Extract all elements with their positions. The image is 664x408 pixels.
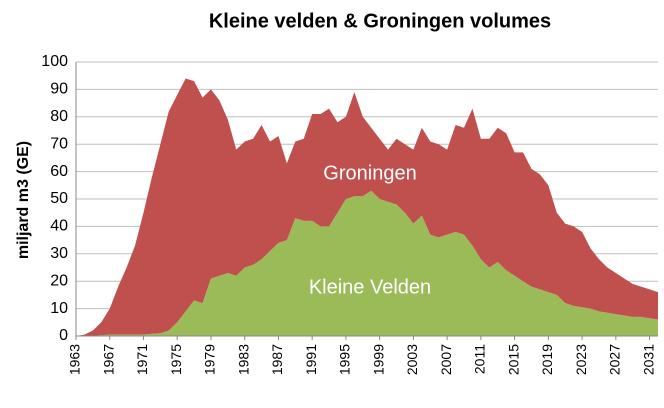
x-tick-label: 1963 xyxy=(67,344,83,375)
x-tick-label: 2011 xyxy=(472,344,488,374)
x-tick-label: 2019 xyxy=(539,344,555,375)
x-tick-label: 2015 xyxy=(505,344,521,375)
y-tick-label: 50 xyxy=(50,190,68,207)
y-tick-label: 70 xyxy=(50,135,68,152)
y-axis-label: miljard m3 (GE) xyxy=(15,141,32,259)
x-tick-label: 2027 xyxy=(607,344,623,375)
x-tick-label: 1971 xyxy=(134,344,150,375)
x-tick-label: 1975 xyxy=(168,344,184,375)
y-tick-label: 20 xyxy=(50,272,68,289)
y-tick-label: 40 xyxy=(50,218,68,235)
area xyxy=(76,78,658,336)
x-tick-label: 1987 xyxy=(269,344,285,375)
plot-area xyxy=(76,61,658,337)
y-tick-label: 100 xyxy=(41,53,68,70)
y-tick-label: 80 xyxy=(50,108,68,125)
x-tick-label: 1983 xyxy=(235,344,251,375)
x-tick-label: 1999 xyxy=(370,344,386,375)
area xyxy=(76,190,658,336)
y-tick-label: 0 xyxy=(59,327,68,344)
series-label: Kleine Velden xyxy=(309,276,431,298)
x-tick-label: 2003 xyxy=(404,344,420,375)
x-tick-label: 2007 xyxy=(438,344,454,375)
y-tick-label: 90 xyxy=(50,81,68,98)
series-label: Groningen xyxy=(323,162,416,184)
x-tick-label: 1967 xyxy=(100,344,116,375)
x-tick-label: 2023 xyxy=(573,344,589,375)
y-tick-label: 30 xyxy=(50,245,68,262)
x-tick-label: 2031 xyxy=(640,344,656,375)
y-tick-label: 10 xyxy=(50,300,68,317)
x-tick-label: 1991 xyxy=(303,344,319,375)
x-tick-label: 1995 xyxy=(337,344,353,375)
x-tick-label: 1979 xyxy=(202,344,218,375)
chart-title: Kleine velden & Groningen volumes xyxy=(209,10,551,32)
y-tick-label: 60 xyxy=(50,163,68,180)
